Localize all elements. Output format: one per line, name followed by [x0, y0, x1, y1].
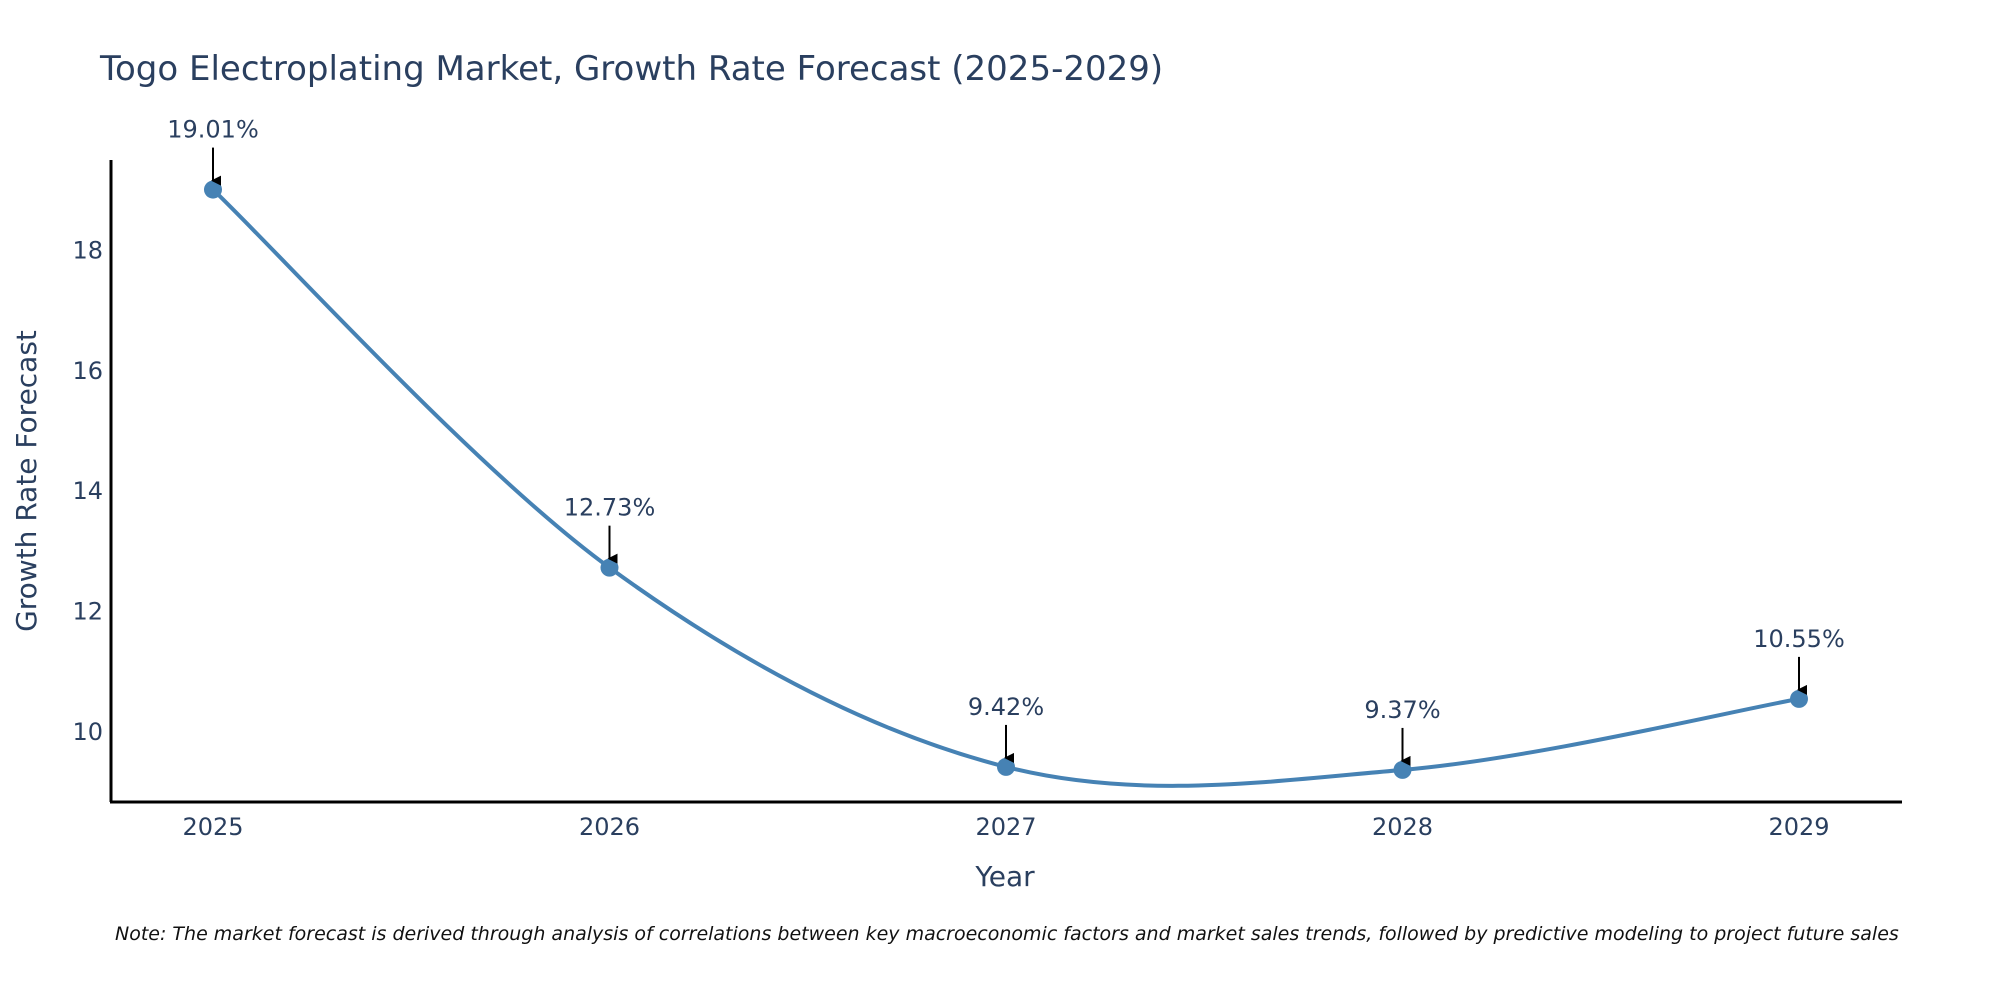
- data-label: 9.42%: [968, 693, 1044, 721]
- x-tick-label: 2026: [579, 813, 640, 841]
- data-points: [204, 180, 1808, 779]
- data-labels: 19.01% 12.73% 9.42% 9.37% 10.55%: [167, 116, 1845, 766]
- y-tick-label: 14: [72, 477, 103, 505]
- data-point: [1790, 689, 1808, 708]
- y-tick-label: 12: [72, 598, 103, 626]
- footnote: Note: The market forecast is derived thr…: [115, 923, 1899, 945]
- data-label: 10.55%: [1753, 625, 1845, 653]
- y-tick-label: 18: [72, 236, 103, 264]
- y-tick-label: 10: [72, 718, 103, 746]
- x-tick-label: 2029: [1768, 813, 1829, 841]
- x-tick-label: 2025: [182, 813, 243, 841]
- chart-title: Togo Electroplating Market, Growth Rate …: [99, 49, 1163, 89]
- x-tick-label: 2027: [975, 813, 1036, 841]
- data-point: [1393, 760, 1412, 779]
- x-tick-label: 2028: [1372, 813, 1433, 841]
- data-label: 12.73%: [564, 494, 656, 522]
- series-line: [211, 188, 1800, 788]
- y-ticks: 10 12 14 16 18: [72, 236, 103, 746]
- y-tick-label: 16: [72, 357, 103, 385]
- x-axis-title: Year: [974, 860, 1035, 893]
- data-label: 9.37%: [1364, 696, 1440, 724]
- axes: [109, 160, 1902, 804]
- x-ticks: 2025 2026 2027 2028 2029: [182, 813, 1829, 841]
- data-label: 19.01%: [167, 116, 259, 144]
- data-point: [600, 558, 619, 577]
- data-point: [997, 757, 1015, 776]
- data-point: [204, 180, 222, 199]
- y-axis-title: Growth Rate Forecast: [10, 330, 43, 632]
